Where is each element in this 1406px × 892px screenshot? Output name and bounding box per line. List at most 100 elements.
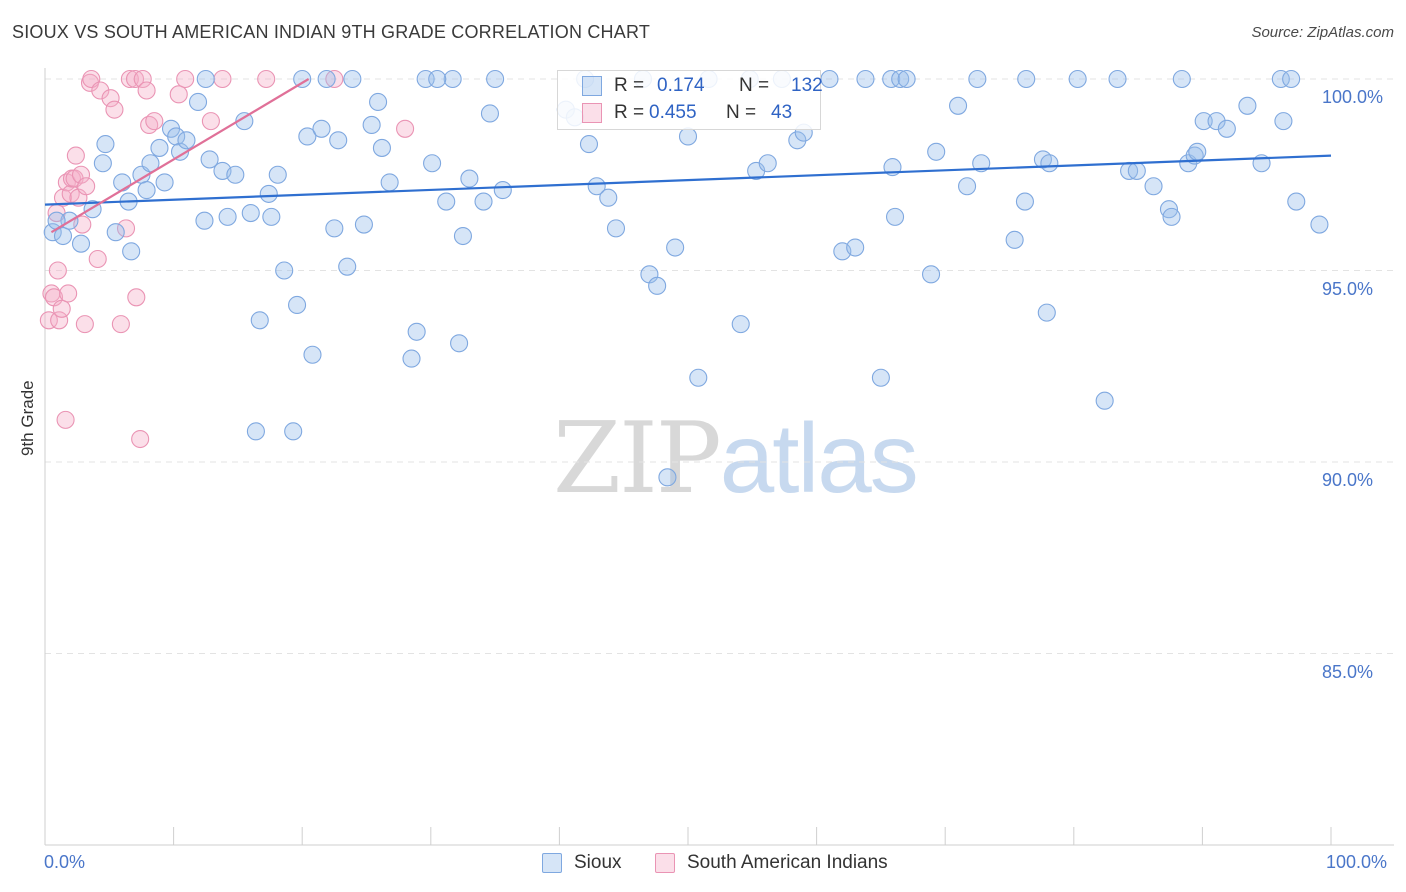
- sam-point: [325, 69, 344, 89]
- legend-item-sioux[interactable]: Sioux: [542, 852, 622, 874]
- sam-swatch: [582, 103, 602, 123]
- sioux-r-label: R =: [614, 75, 645, 96]
- sioux-point: [303, 345, 322, 364]
- sioux-point: [246, 422, 265, 441]
- sioux-point: [250, 311, 269, 330]
- chart-title: SIOUX VS SOUTH AMERICAN INDIAN 9TH GRADE…: [12, 22, 651, 42]
- sioux-point: [150, 138, 169, 157]
- sioux-point: [1271, 69, 1290, 89]
- sioux-point: [196, 69, 215, 89]
- sam-point: [91, 81, 110, 100]
- sioux-point: [343, 69, 362, 89]
- sioux-point: [958, 177, 977, 196]
- sioux-point: [460, 169, 479, 188]
- sioux-point: [369, 92, 388, 112]
- sam-r-value: 0.455: [649, 102, 697, 123]
- sioux-point: [968, 69, 987, 89]
- sioux-point: [606, 219, 626, 238]
- sam-point: [75, 315, 94, 334]
- sam-point: [59, 284, 78, 303]
- sam-point: [201, 112, 220, 131]
- sioux-point: [96, 135, 115, 154]
- sam-point: [125, 69, 145, 89]
- sam-trend-line: [50, 78, 310, 234]
- sioux-point: [259, 184, 278, 203]
- sioux-point: [486, 69, 505, 89]
- sioux-point: [1188, 142, 1207, 161]
- sam-point: [50, 311, 69, 330]
- source-credit: Source: ZipAtlas.com: [1251, 24, 1394, 41]
- sam-point: [127, 288, 146, 307]
- sam-n-value: 43: [771, 102, 793, 123]
- sioux-point: [372, 138, 391, 157]
- sioux-point: [474, 192, 493, 211]
- sioux-point: [284, 422, 303, 441]
- sam-point: [133, 69, 152, 89]
- sioux-point: [423, 154, 442, 173]
- sioux-point: [226, 165, 245, 184]
- sioux-point: [113, 173, 132, 192]
- sioux-point: [338, 257, 357, 276]
- sioux-point: [587, 177, 606, 196]
- sioux-point: [788, 131, 807, 150]
- y-tick-label: 100.0%: [1322, 87, 1384, 107]
- axes: [44, 68, 1394, 846]
- y-tick-label: 90.0%: [1322, 470, 1374, 490]
- sioux-point: [53, 226, 73, 246]
- legend-item-sam[interactable]: South American Indians: [655, 852, 888, 874]
- sioux-point: [195, 211, 214, 230]
- y-axis-label: 9th Grade: [18, 380, 37, 456]
- sam-point: [137, 81, 156, 100]
- sam-point: [213, 69, 232, 89]
- sioux-point: [689, 368, 708, 387]
- trend-lines: [44, 78, 1332, 234]
- legend-swatch-sioux: [542, 853, 562, 873]
- sam-point: [71, 165, 91, 184]
- sam-point: [145, 112, 164, 131]
- sioux-point: [402, 349, 421, 368]
- sioux-point: [972, 154, 991, 173]
- sioux-point: [380, 173, 399, 192]
- south-american-indians-points: [39, 69, 415, 449]
- sioux-point: [1274, 112, 1293, 131]
- zipatlas-watermark: ZIPatlas: [553, 402, 919, 516]
- sam-point: [39, 311, 58, 330]
- sioux-point: [927, 142, 946, 161]
- sioux-point: [122, 242, 141, 261]
- sioux-point: [1144, 177, 1163, 196]
- sioux-point: [658, 468, 677, 487]
- sioux-point: [599, 188, 618, 207]
- sam-point: [169, 85, 188, 104]
- sioux-n-label: N =: [739, 75, 770, 96]
- sioux-point: [155, 173, 174, 192]
- legend-label-sioux: Sioux: [574, 852, 622, 873]
- sioux-point: [1172, 69, 1191, 89]
- sioux-point: [188, 92, 208, 112]
- sioux-point: [1015, 192, 1034, 211]
- sioux-point: [846, 238, 865, 257]
- sam-point: [257, 69, 276, 89]
- sioux-point: [450, 334, 469, 353]
- sioux-point: [177, 131, 196, 150]
- sioux-point: [891, 69, 910, 89]
- sam-point: [111, 315, 130, 334]
- sioux-point: [758, 154, 777, 173]
- sioux-point: [856, 69, 875, 89]
- sioux-point: [1162, 207, 1181, 226]
- sioux-point: [1017, 69, 1036, 89]
- sioux-point: [262, 207, 281, 226]
- sioux-point: [1238, 96, 1257, 115]
- sioux-point: [1207, 112, 1226, 131]
- sam-r-label: R =: [614, 102, 645, 123]
- sioux-point: [312, 119, 331, 138]
- sam-point: [52, 299, 71, 318]
- sioux-point: [1282, 69, 1301, 89]
- sam-point: [105, 100, 124, 119]
- sioux-point: [298, 127, 317, 146]
- sioux-point: [437, 192, 456, 211]
- sam-n-label: N =: [726, 102, 757, 123]
- legend-swatch-sam: [655, 853, 675, 873]
- sioux-point: [1310, 215, 1329, 234]
- sioux-point: [317, 69, 336, 89]
- sioux-points: [43, 69, 1329, 487]
